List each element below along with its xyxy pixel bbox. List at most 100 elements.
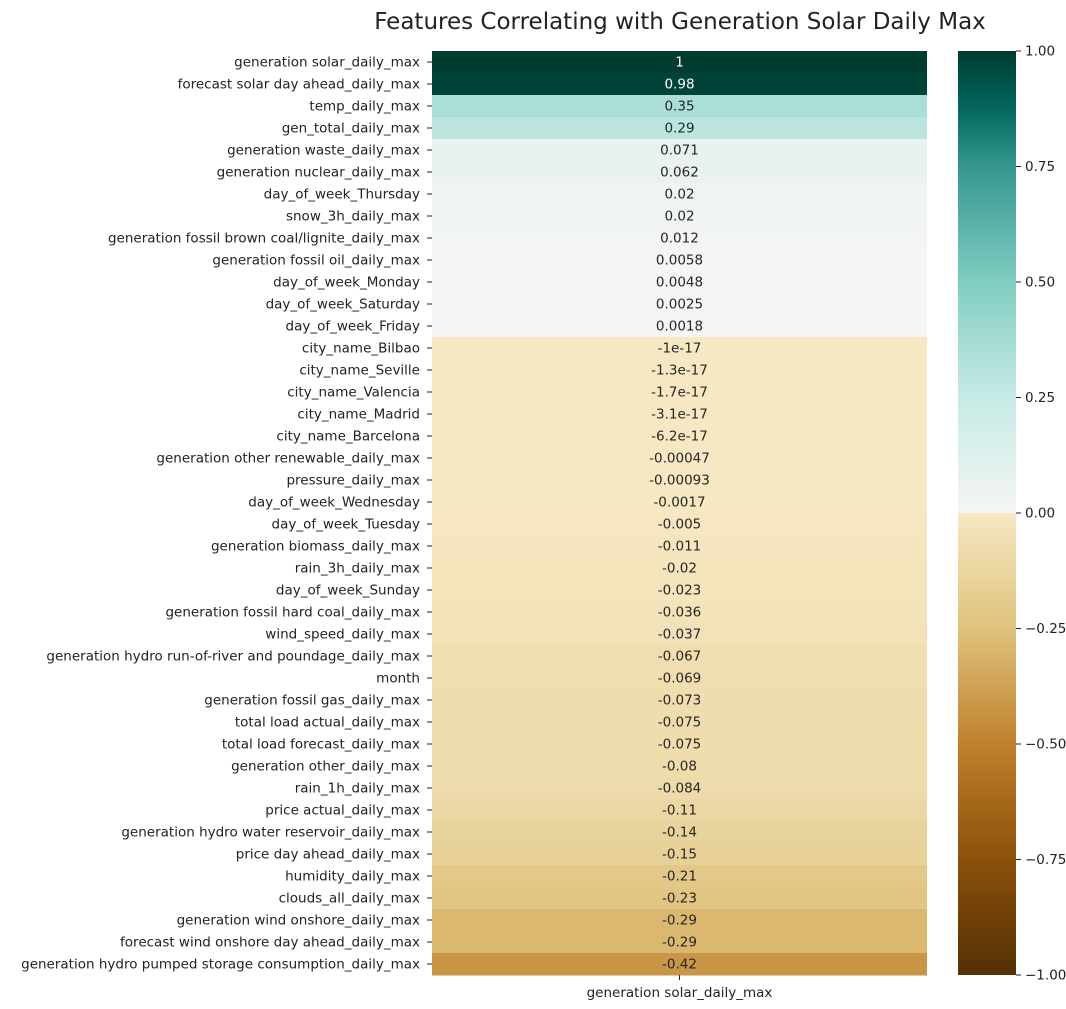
heatmap-cell [432,579,927,602]
heatmap-cell [432,645,927,668]
heatmap-cell [432,469,927,492]
colorbar-tick-label: −0.25 [1025,621,1066,637]
heatmap-cell [432,293,927,316]
colorbar [958,51,1016,975]
cell-value-label: 0.29 [664,121,694,137]
heatmap-cell [432,557,927,580]
heatmap-cell [432,205,927,228]
heatmap-cell [432,381,927,404]
colorbar-tick-label: 0.25 [1025,390,1055,406]
colorbar-ticks: 1.00 0.75 0.50 0.25 0.00 −0.25 −0.50 −0.75 −1.00 [1016,44,1066,984]
cell-value-label: -0.00047 [649,451,710,467]
row-label: generation waste_daily_max [227,143,420,159]
cell-value-label: -3.1e-17 [651,407,708,423]
heatmap-cell [432,931,927,954]
cell-value-label: -0.23 [662,891,697,907]
row-label: generation solar_daily_max [234,55,420,71]
cell-value-label: -0.11 [662,803,697,819]
cell-value-labels: 1 0.98 0.35 0.29 0.071 0.062 0.02 0.02 0.012 0.00… [649,55,710,973]
chart-title: Features Correlating with Generation Sol… [374,9,986,35]
heatmap-cell [432,183,927,206]
heatmap-cell [432,843,927,866]
cell-value-label: -0.29 [662,913,697,929]
cell-value-label: -6.2e-17 [651,429,708,445]
colorbar-tick-label: 1.00 [1025,44,1055,60]
row-label: total load forecast_daily_max [222,737,420,753]
heatmap-cell [432,51,927,74]
heatmap-cell [432,711,927,734]
cell-value-label: 0.0025 [656,297,703,313]
colorbar-tick-label: −1.00 [1025,968,1066,984]
cell-value-label: 0.0018 [656,319,703,335]
heatmap-cell [432,73,927,96]
cell-value-label: -0.075 [658,715,702,731]
row-label: generation fossil brown coal/lignite_dai… [108,231,420,247]
heatmap-cell [432,689,927,712]
heatmap-cell [432,337,927,360]
cell-value-label: -0.037 [658,627,702,643]
cell-value-label: 0.012 [660,231,699,247]
heatmap-cell [432,359,927,382]
cell-value-label: -0.42 [662,957,697,973]
heatmap-cells [432,51,927,976]
row-labels: generation solar_daily_max forecast solar… [21,55,432,973]
cell-value-label: -0.02 [662,561,697,577]
heatmap-cell [432,865,927,888]
heatmap-cell [432,271,927,294]
cell-value-label: 1 [675,55,684,71]
heatmap-cell [432,425,927,448]
colorbar-tick-label: 0.00 [1025,506,1055,522]
row-label: generation wind onshore_daily_max [177,913,420,929]
row-label: gen_total_daily_max [282,121,420,137]
row-label: day_of_week_Wednesday [248,495,420,511]
heatmap-cell [432,227,927,250]
row-label: day_of_week_Tuesday [272,517,421,533]
cell-value-label: 0.98 [664,77,694,93]
row-label: wind_speed_daily_max [265,627,420,643]
colorbar-tick-label: 0.50 [1025,275,1055,291]
cell-value-label: -0.084 [658,781,702,797]
heatmap-cell [432,601,927,624]
row-label: forecast wind onshore day ahead_daily_ma… [120,935,420,951]
heatmap-cell [432,887,927,910]
heatmap-cell [432,403,927,426]
cell-value-label: -0.023 [658,583,702,599]
heatmap-cell [432,491,927,514]
row-label: generation hydro water reservoir_daily_m… [121,825,420,841]
cell-value-label: -0.00093 [649,473,710,489]
heatmap-cell [432,161,927,184]
cell-value-label: -0.011 [658,539,702,555]
heatmap-cell [432,535,927,558]
cell-value-label: -0.0017 [653,495,705,511]
cell-value-label: -0.036 [658,605,702,621]
heatmap-cell [432,733,927,756]
heatmap-cell [432,315,927,338]
heatmap-cell [432,799,927,822]
cell-value-label: 0.062 [660,165,699,181]
cell-value-label: 0.02 [664,209,694,225]
heatmap-cell [432,909,927,932]
cell-value-label: 0.0058 [656,253,703,269]
row-label: price day ahead_daily_max [236,847,420,863]
row-label: generation fossil oil_daily_max [212,253,420,269]
heatmap-cell [432,95,927,118]
cell-value-label: -0.29 [662,935,697,951]
heatmap-cell [432,667,927,690]
cell-value-label: 0.35 [664,99,694,115]
cell-value-label: -1.3e-17 [651,363,708,379]
row-label: day_of_week_Sunday [276,583,420,599]
heatmap-cell [432,623,927,646]
row-label: generation hydro run-of-river and pounda… [46,649,420,665]
row-label: city_name_Madrid [297,407,420,423]
cell-value-label: 0.0048 [656,275,703,291]
heatmap-cell [432,821,927,844]
heatmap-cell [432,139,927,162]
row-label: city_name_Barcelona [276,429,420,445]
row-label: rain_1h_daily_max [295,781,420,797]
row-label: month [376,671,420,687]
row-label: city_name_Bilbao [302,341,420,357]
row-label: generation other_daily_max [231,759,420,775]
row-label: generation hydro pumped storage consumpt… [21,957,420,973]
row-label: generation biomass_daily_max [211,539,420,555]
